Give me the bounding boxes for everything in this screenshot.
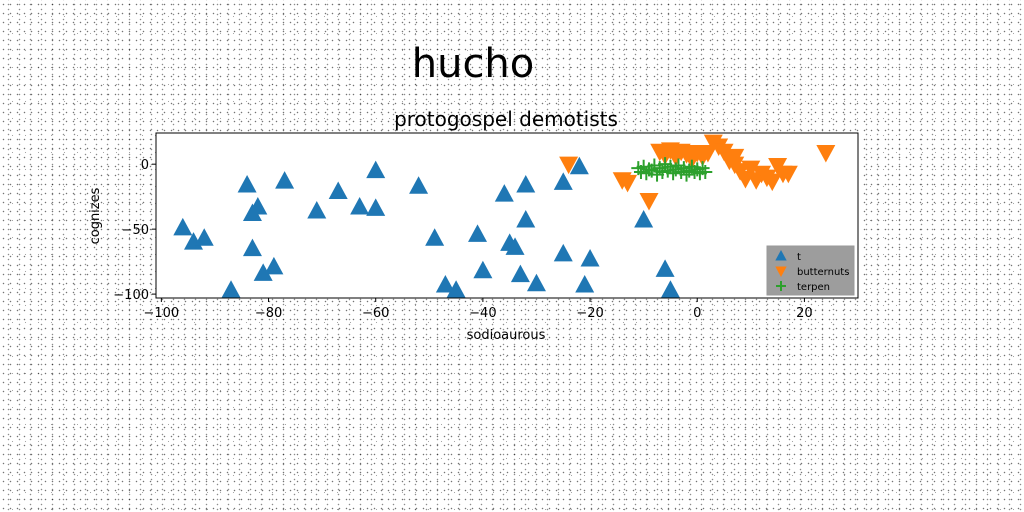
data-point bbox=[559, 156, 579, 175]
data-point bbox=[366, 160, 386, 179]
data-point bbox=[778, 165, 798, 184]
data-point bbox=[494, 184, 514, 202]
axes-frame bbox=[155, 132, 859, 299]
series-t bbox=[173, 156, 680, 298]
data-point bbox=[655, 259, 675, 277]
y-tick-label: −100 bbox=[113, 288, 149, 303]
legend-marker bbox=[776, 281, 786, 291]
data-point bbox=[618, 174, 638, 193]
data-point bbox=[221, 280, 241, 298]
data-point bbox=[307, 200, 327, 219]
data-point bbox=[446, 280, 466, 298]
data-point bbox=[816, 144, 836, 163]
data-marks bbox=[173, 134, 836, 298]
x-axis-label: sodioaurous bbox=[467, 328, 546, 343]
data-point bbox=[473, 260, 493, 279]
data-point bbox=[366, 198, 386, 216]
data-point bbox=[328, 181, 348, 199]
data-point bbox=[350, 197, 370, 215]
series-butternuts bbox=[559, 134, 836, 211]
legend-label: terpen bbox=[797, 282, 830, 293]
data-point bbox=[580, 249, 600, 267]
x-tick-label: −80 bbox=[255, 306, 282, 321]
data-point bbox=[569, 156, 589, 175]
data-point bbox=[639, 193, 659, 211]
x-axis-ticks: −100 −80 −60 −40 −20 0 20 bbox=[143, 298, 813, 321]
data-point bbox=[468, 224, 488, 242]
x-tick-label: 0 bbox=[693, 306, 701, 321]
series-terpen bbox=[631, 157, 713, 182]
data-point bbox=[714, 143, 734, 162]
figure-suptitle: hucho bbox=[412, 41, 535, 87]
data-point bbox=[510, 264, 530, 283]
data-point bbox=[425, 228, 445, 246]
legend-marker bbox=[775, 266, 787, 277]
data-point bbox=[173, 217, 193, 236]
data-point bbox=[660, 280, 680, 298]
y-axis-ticks: 0 −50 −100 bbox=[113, 158, 156, 303]
x-tick-label: −60 bbox=[362, 306, 389, 321]
data-point bbox=[194, 228, 214, 246]
data-point bbox=[634, 210, 654, 228]
legend-label: t bbox=[797, 252, 801, 263]
y-tick-label: 0 bbox=[141, 158, 149, 173]
data-point bbox=[242, 238, 262, 257]
data-point bbox=[741, 160, 761, 179]
data-point bbox=[409, 176, 429, 194]
x-tick-label: −100 bbox=[143, 306, 179, 321]
data-point bbox=[435, 275, 455, 293]
data-point bbox=[253, 263, 273, 281]
data-point bbox=[248, 197, 268, 215]
plot-area: −100 −80 −60 −40 −20 0 20 0 −50 −100 bbox=[113, 132, 859, 321]
y-tick-label: −50 bbox=[122, 223, 149, 238]
x-tick-label: −20 bbox=[576, 306, 603, 321]
data-point bbox=[575, 275, 595, 293]
data-point bbox=[526, 273, 546, 292]
legend: t butternuts terpen bbox=[766, 245, 855, 296]
data-point bbox=[553, 243, 573, 262]
data-point bbox=[264, 256, 284, 275]
legend-label: butternuts bbox=[797, 267, 849, 278]
data-point bbox=[237, 174, 257, 193]
data-point bbox=[553, 172, 573, 190]
data-point bbox=[762, 173, 782, 192]
x-tick-label: −40 bbox=[469, 306, 496, 321]
x-tick-label: 20 bbox=[796, 306, 813, 321]
legend-marker bbox=[775, 250, 787, 261]
y-axis-label: cognizes bbox=[88, 187, 103, 244]
data-point bbox=[505, 237, 525, 255]
data-point bbox=[516, 174, 536, 193]
data-point bbox=[275, 171, 295, 189]
data-point bbox=[698, 164, 713, 179]
chart-title: protogospel demotists bbox=[394, 107, 618, 131]
data-point bbox=[516, 210, 536, 228]
